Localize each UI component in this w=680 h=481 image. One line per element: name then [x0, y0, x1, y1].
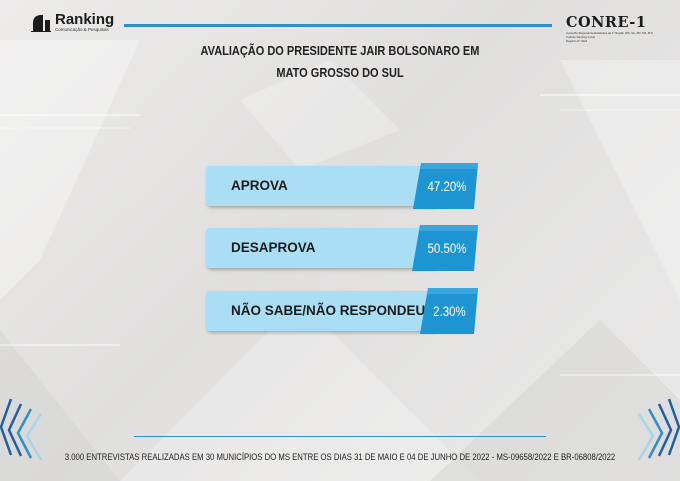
value-label: 47.20% [427, 178, 466, 194]
conre-logo-tagline-1: Conselho Regional de Estatística da 1ª R… [566, 30, 653, 35]
ranking-logo-name: Ranking [55, 11, 115, 28]
chart-title-line-2: MATO GROSSO DO SUL [276, 66, 404, 80]
value-bar-shape [420, 288, 478, 334]
conre-logo-name: CONRE-1 [566, 14, 647, 31]
value-bar [412, 225, 478, 271]
header-divider [124, 24, 552, 27]
footer-methodology: 3.000 ENTREVISTAS REALIZADAS EM 30 MUNIC… [64, 452, 616, 462]
ranking-logo-icon [31, 15, 51, 33]
left-chevron-decoration [0, 398, 43, 461]
ranking-logo-tagline: Comunicação & Pesquisas [55, 27, 109, 32]
chart-title-line-1: AVALIAÇÃO DO PRESIDENTE JAIR BOLSONARO E… [200, 44, 480, 58]
value-label: 2.30% [433, 303, 466, 319]
category-label: NÃO SABE/NÃO RESPONDEU [231, 303, 426, 318]
category-label: DESAPROVA [231, 240, 316, 255]
category-label: APROVA [231, 178, 288, 193]
value-label: 50.50% [427, 240, 466, 256]
value-bar [413, 163, 478, 209]
category-box: NÃO SABE/NÃO RESPONDEU [206, 291, 438, 331]
bar-row-nao-sabe: NÃO SABE/NÃO RESPONDEU 2.30% [206, 288, 478, 334]
value-bar-shape [412, 225, 478, 271]
footer-divider [134, 436, 546, 437]
conre-logo-tagline-2: Instituto Ranking Invest [566, 34, 596, 39]
right-chevron-decoration [637, 398, 680, 461]
category-box: DESAPROVA [206, 228, 438, 268]
ranking-logo: Ranking Comunicação & Pesquisas [30, 12, 114, 33]
bar-row-desaprova: DESAPROVA 50.50% [206, 225, 478, 271]
category-box: APROVA [206, 166, 438, 206]
bar-row-aprova: APROVA 47.20% [206, 163, 478, 209]
conre-logo-tagline-3: Registro Nº 3422 [566, 39, 588, 44]
value-bar-shape [413, 163, 478, 209]
conre-logo: CONRE-1 Conselho Regional de Estatística… [566, 14, 653, 44]
value-bar [420, 288, 478, 334]
